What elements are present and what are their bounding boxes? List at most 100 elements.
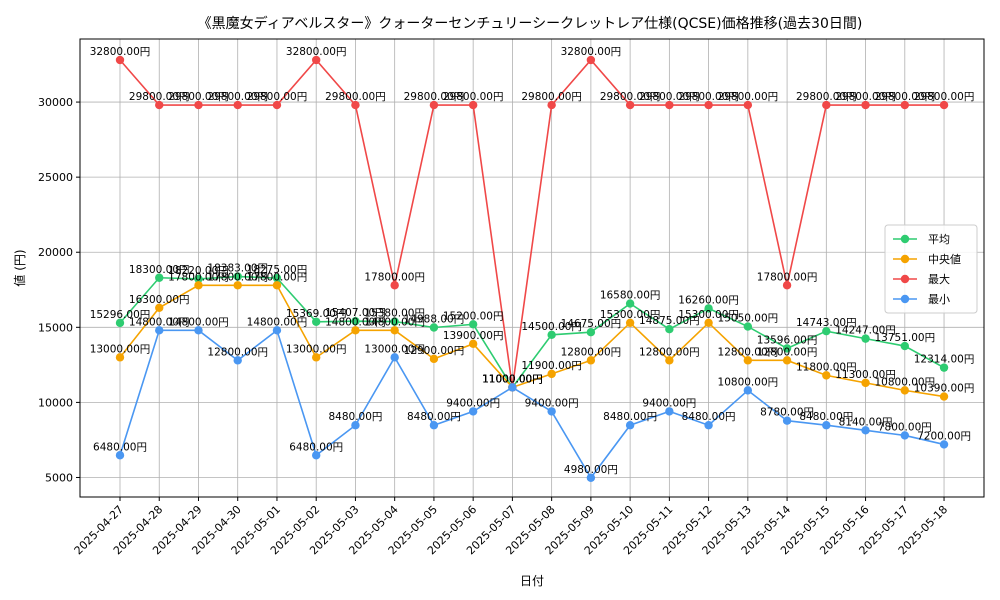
data-label: 11000.00円 (482, 373, 543, 385)
data-label: 8480.00円 (407, 411, 461, 423)
data-label: 16580.00円 (600, 290, 661, 302)
legend-box (884, 224, 978, 314)
data-point (115, 55, 125, 65)
data-point (155, 326, 164, 335)
data-point (155, 273, 164, 282)
data-point (351, 421, 360, 430)
data-point (704, 304, 713, 313)
series-group (115, 55, 949, 482)
data-label: 12314.00円 (914, 354, 975, 366)
data-label: 32800.00円 (561, 46, 622, 58)
data-label: 12800.00円 (207, 346, 268, 358)
data-point (782, 281, 792, 290)
data-point (272, 273, 282, 283)
data-label: 11800.00円 (796, 361, 857, 373)
data-point (351, 317, 360, 326)
data-label: 29800.00円 (443, 91, 504, 103)
data-point (429, 323, 439, 332)
data-label: 8480.00円 (799, 411, 853, 423)
data-label: 11000.00円 (482, 373, 543, 385)
data-point (312, 317, 321, 326)
data-point (704, 421, 713, 430)
data-label: 29800.00円 (914, 91, 975, 103)
data-point (939, 392, 949, 401)
plot-frame (79, 38, 985, 498)
data-label: 10390.00円 (914, 383, 975, 395)
data-label: 4980.00円 (564, 464, 618, 476)
data-point (155, 303, 164, 312)
data-label: 15407.00円 (325, 307, 386, 319)
data-point (468, 407, 478, 416)
data-labels: 15296.00円 18300.00円18220.00円18383.00円1827… (90, 46, 975, 476)
data-point (194, 274, 203, 284)
data-point (115, 451, 125, 460)
data-point (861, 100, 870, 110)
data-label: 10800.00円 (718, 376, 779, 388)
data-point (547, 407, 556, 416)
data-label: 16260.00円 (678, 294, 739, 306)
data-label: 15300.00円 (600, 309, 661, 321)
data-point (390, 281, 399, 290)
data-label: 14675.00円 (561, 318, 622, 330)
data-point (429, 100, 439, 110)
data-label: 29800.00円 (168, 91, 229, 103)
data-point (900, 341, 909, 351)
data-point (312, 353, 321, 362)
legend-marker (900, 234, 910, 244)
data-label: 12800.00円 (561, 346, 622, 358)
data-point (665, 100, 674, 110)
data-label: 8780.00円 (760, 407, 814, 419)
data-point (822, 326, 831, 336)
data-point (272, 100, 282, 110)
y-axis-label: 値 (円) (12, 249, 27, 286)
data-point (233, 100, 242, 110)
data-label: 8480.00円 (682, 411, 736, 423)
data-label: 18383.00円 (207, 263, 268, 275)
data-label: 7800.00円 (878, 421, 932, 433)
data-label: 10800.00円 (874, 376, 935, 388)
data-point (704, 100, 713, 110)
data-label: 29800.00円 (521, 91, 582, 103)
y-tick-label: 10000 (38, 396, 73, 409)
data-point (900, 100, 909, 110)
data-label: 18300.00円 (129, 264, 190, 276)
data-point (900, 431, 909, 440)
data-label: 29800.00円 (874, 91, 935, 103)
data-point (233, 281, 242, 290)
data-label: 12800.00円 (718, 346, 779, 358)
data-point (194, 326, 203, 335)
data-point (115, 318, 125, 328)
x-axis-label: 日付 (520, 574, 544, 588)
data-point (939, 363, 949, 372)
data-label: 29800.00円 (678, 91, 739, 103)
data-point (508, 383, 517, 392)
data-point (625, 299, 635, 308)
data-label: 32800.00円 (286, 46, 347, 58)
y-tick-label: 20000 (38, 246, 73, 259)
data-label: 6480.00円 (93, 441, 147, 453)
grid (80, 39, 984, 497)
data-point (115, 353, 125, 362)
data-point (743, 100, 753, 110)
data-label: 12900.00円 (404, 345, 465, 357)
data-point (429, 354, 439, 364)
data-point (665, 356, 674, 365)
data-point (782, 416, 792, 425)
y-tick-label: 15000 (38, 321, 73, 334)
data-point (900, 386, 909, 395)
data-label: 11000.00円 (482, 373, 543, 385)
data-label: 29800.00円 (325, 91, 386, 103)
data-point (861, 334, 870, 343)
data-point (782, 344, 792, 353)
data-label: 13596.00円 (757, 334, 818, 346)
data-point (822, 421, 831, 430)
data-point (468, 320, 478, 329)
data-point (272, 281, 282, 290)
data-label: 8480.00円 (328, 411, 382, 423)
data-point (155, 100, 164, 110)
data-point (390, 317, 399, 326)
data-label: 17800.00円 (364, 271, 425, 283)
data-label: 14500.00円 (521, 321, 582, 333)
data-label: 9400.00円 (446, 397, 500, 409)
